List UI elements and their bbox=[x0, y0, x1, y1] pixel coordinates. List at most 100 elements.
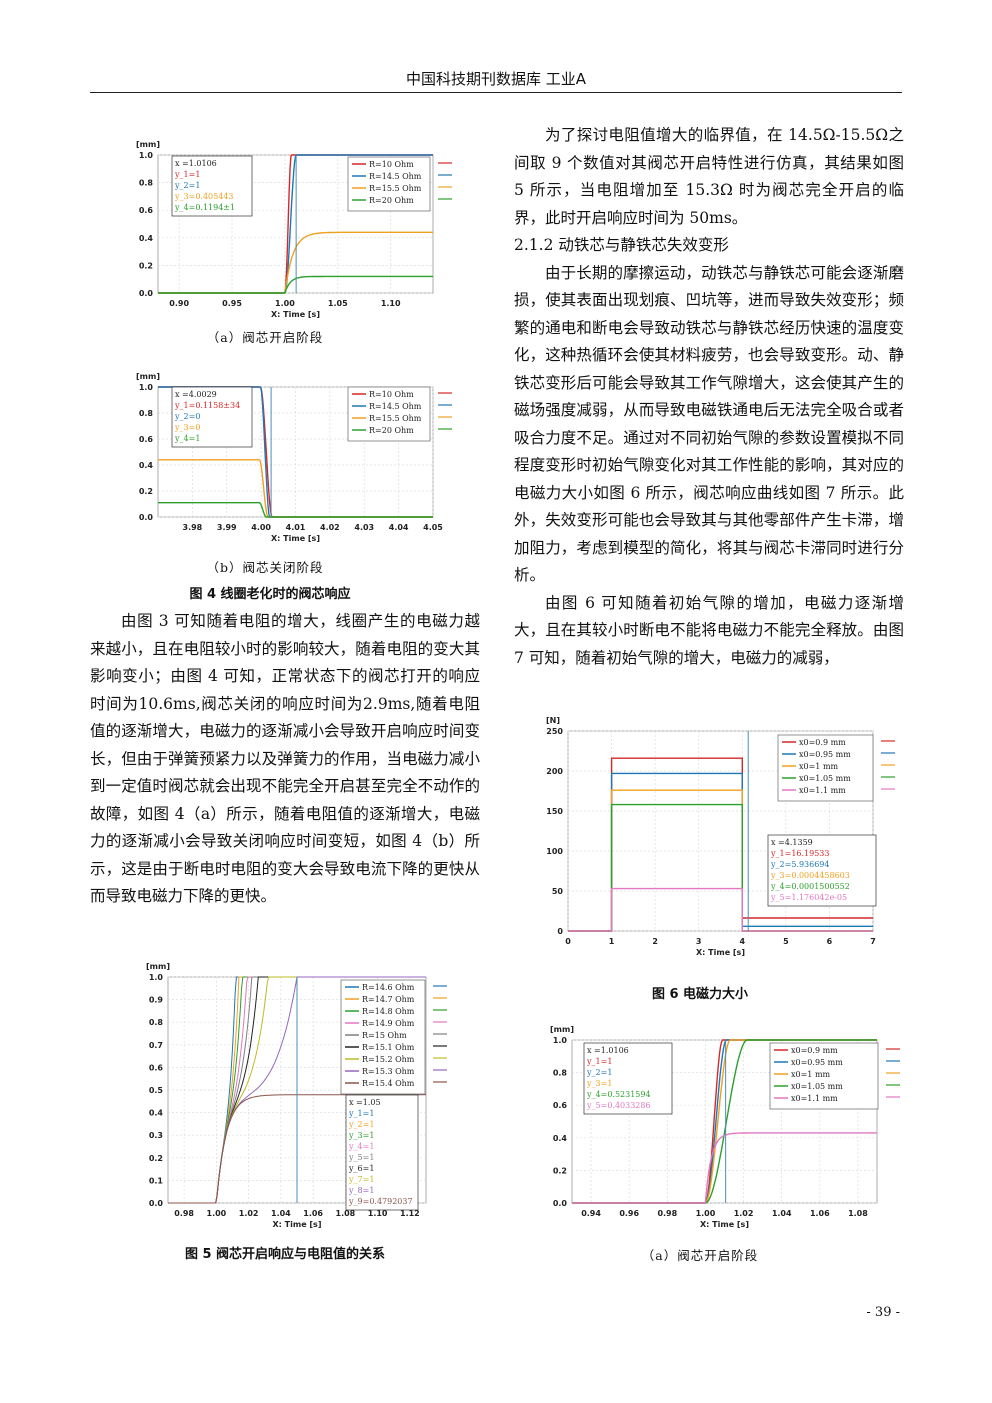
y-unit-label: [mm] bbox=[146, 962, 170, 971]
figure-5: 0.0 0.1 0.2 0.3 0.4 0.5 0.6 0.7 0.8 0.9 1.0 0.98 1.0… bbox=[120, 955, 460, 1230]
readout-line: x =1.0106 bbox=[175, 159, 217, 168]
x-axis-label: X: Time [s] bbox=[696, 948, 745, 957]
readout-line: y_6=1 bbox=[348, 1164, 374, 1173]
legend-label: x0=0.9 mm bbox=[799, 738, 846, 747]
series-line bbox=[158, 502, 433, 518]
x-tick-label: 1.10 bbox=[368, 1209, 388, 1218]
readout-line: y_2=0 bbox=[174, 412, 200, 421]
readout-line: x =1.0106 bbox=[587, 1046, 629, 1055]
y-tick-label: 1.0 bbox=[553, 1036, 568, 1045]
y-tick-label: 0.6 bbox=[553, 1101, 568, 1110]
x-tick-label: 1.06 bbox=[303, 1209, 323, 1218]
y-tick-label: 0.2 bbox=[149, 1154, 163, 1163]
readout-box bbox=[767, 834, 877, 907]
x-tick-label: 0.94 bbox=[581, 1209, 601, 1218]
legend-label: x0=1.05 mm bbox=[799, 774, 851, 783]
x-tick-label: 1.02 bbox=[734, 1209, 754, 1218]
y-tick-label: 250 bbox=[546, 727, 563, 736]
x-tick-label: 1.08 bbox=[848, 1209, 868, 1218]
figure-4a: 0.0 0.2 0.4 0.6 0.8 1.0 0.90 0.95 1.00 1.05 1.10 [m… bbox=[120, 130, 452, 325]
x-axis-label: X: Time [s] bbox=[273, 1220, 322, 1229]
y-tick-label: 0.7 bbox=[149, 1041, 163, 1050]
readout-line: y_3=0.405443 bbox=[174, 192, 233, 201]
x-tick-label: 4.05 bbox=[423, 523, 443, 532]
x-tick-label: 0 bbox=[565, 937, 571, 946]
y-tick-label: 0.6 bbox=[139, 206, 154, 215]
x-tick-label: 1.10 bbox=[381, 299, 401, 308]
readout-line: y_3=1 bbox=[586, 1079, 612, 1088]
x-tick-label: 4.01 bbox=[286, 523, 306, 532]
readout-line: y_8=1 bbox=[348, 1186, 374, 1195]
y-unit-label: [mm] bbox=[136, 372, 160, 381]
legend-label: R=15.5 Ohm bbox=[369, 184, 422, 193]
y-tick-label: 0.6 bbox=[139, 435, 154, 444]
readout-line: y_4=1 bbox=[174, 434, 200, 443]
x-tick-label: 1.05 bbox=[328, 299, 348, 308]
x-tick-label: 1.00 bbox=[275, 299, 295, 308]
x-tick-label: 6 bbox=[827, 937, 833, 946]
readout-line: y_4=1 bbox=[348, 1142, 374, 1151]
chart-fig6: 0 50 100 150 200 250 0 1 2 3 4 5 6 7 [N] X: Time [s] x0=… bbox=[546, 716, 895, 957]
legend-label: R=14.9 Ohm bbox=[362, 1019, 415, 1028]
y-tick-label: 0.2 bbox=[139, 261, 153, 270]
readout-box bbox=[583, 1042, 673, 1115]
y-unit-label: [mm] bbox=[136, 140, 160, 149]
series-line bbox=[568, 887, 873, 932]
legend-label: R=20 Ohm bbox=[369, 426, 414, 435]
caption-fig7a: （a）阀芯开启阶段 bbox=[641, 1248, 759, 1263]
paragraph: 由图 3 可知随着电阻的增大，线圈产生的电磁力越来越小，且在电阻较小时的影响较大… bbox=[90, 612, 480, 905]
figure-7a: 0.0 0.2 0.4 0.6 0.8 1.0 0.94 0.96 0.98 1.00 1.02 1.… bbox=[530, 1015, 900, 1235]
paragraph: 为了探讨电阻值增大的临界值，在 14.5Ω-15.5Ω之间取 9 个数值对其阀芯… bbox=[514, 126, 904, 227]
y-tick-label: 0.5 bbox=[149, 1086, 164, 1095]
y-tick-label: 0.6 bbox=[149, 1063, 164, 1072]
x-tick-label: 0.95 bbox=[222, 299, 242, 308]
readout-line: y_2=1 bbox=[348, 1120, 374, 1129]
x-tick-label: 1.08 bbox=[336, 1209, 356, 1218]
readout-line: x =4.1359 bbox=[771, 838, 813, 847]
x-tick-label: 1.12 bbox=[400, 1209, 420, 1218]
y-tick-label: 0.1 bbox=[149, 1176, 164, 1185]
legend-label: R=20 Ohm bbox=[369, 196, 414, 205]
header-rule bbox=[90, 92, 902, 93]
y-unit-label: [mm] bbox=[550, 1025, 574, 1034]
legend-label: R=10 Ohm bbox=[369, 390, 414, 399]
figure-5-caption: 图 5 阀芯开启响应与电阻值的关系 bbox=[184, 1247, 386, 1262]
readout-line: y_4=0.1194±1 bbox=[174, 203, 235, 212]
figure-6-caption: 图 6 电磁力大小 bbox=[651, 987, 749, 1002]
x-tick-label: 3.98 bbox=[183, 523, 203, 532]
x-tick-label: 4.02 bbox=[320, 523, 340, 532]
left-column: 由图 3 可知随着电阻的增大，线圈产生的电磁力越来越小，且在电阻较小时的影响较大… bbox=[90, 608, 480, 911]
x-tick-label: 0.96 bbox=[619, 1209, 639, 1218]
y-tick-label: 0.0 bbox=[553, 1199, 568, 1208]
readout-line: y_5=1.176042e-05 bbox=[770, 893, 847, 902]
legend-label: R=15.5 Ohm bbox=[369, 414, 422, 423]
y-tick-label: 0.2 bbox=[139, 487, 153, 496]
section-heading: 2.1.2 动铁芯与静铁芯失效变形 bbox=[514, 236, 729, 254]
x-tick-label: 1.06 bbox=[810, 1209, 830, 1218]
readout-line: y_1=16.19533 bbox=[770, 849, 829, 858]
right-column: 为了探讨电阻值增大的临界值，在 14.5Ω-15.5Ω之间取 9 个数值对其阀芯… bbox=[514, 122, 904, 672]
legend-label: x0=0.9 mm bbox=[791, 1046, 838, 1055]
readout-line: y_2=1 bbox=[174, 181, 200, 190]
legend-box bbox=[347, 156, 431, 212]
readout-line: x =1.05 bbox=[349, 1098, 381, 1107]
x-tick-label: 3.99 bbox=[217, 523, 237, 532]
caption-fig4a: （a）阀芯开启阶段 bbox=[206, 330, 324, 345]
x-tick-label: 1.04 bbox=[772, 1209, 792, 1218]
y-tick-label: 1.0 bbox=[139, 151, 154, 160]
readout-line: y_1=1 bbox=[348, 1109, 374, 1118]
readout-line: y_1=0.1158±34 bbox=[174, 401, 240, 410]
paragraph: 由于长期的摩擦运动，动铁芯与静铁芯可能会逐渐磨损，使其表面出现划痕、凹坑等，进而… bbox=[514, 263, 904, 585]
x-tick-label: 0.98 bbox=[174, 1209, 194, 1218]
legend-label: x0=0.95 mm bbox=[799, 750, 851, 759]
page-number: - 39 - bbox=[866, 1305, 900, 1320]
legend-label: R=14.8 Ohm bbox=[362, 1007, 415, 1016]
legend-label: R=15.1 Ohm bbox=[362, 1043, 415, 1052]
y-tick-label: 0.4 bbox=[553, 1134, 568, 1143]
x-tick-label: 1.00 bbox=[207, 1209, 227, 1218]
readout-line: y_1=1 bbox=[174, 170, 200, 179]
x-tick-label: 3 bbox=[696, 937, 702, 946]
y-tick-label: 0.9 bbox=[149, 996, 164, 1005]
chart-fig5: 0.0 0.1 0.2 0.3 0.4 0.5 0.6 0.7 0.8 0.9 1.0 0.98 1.0… bbox=[146, 962, 447, 1229]
x-tick-label: 7 bbox=[870, 937, 876, 946]
